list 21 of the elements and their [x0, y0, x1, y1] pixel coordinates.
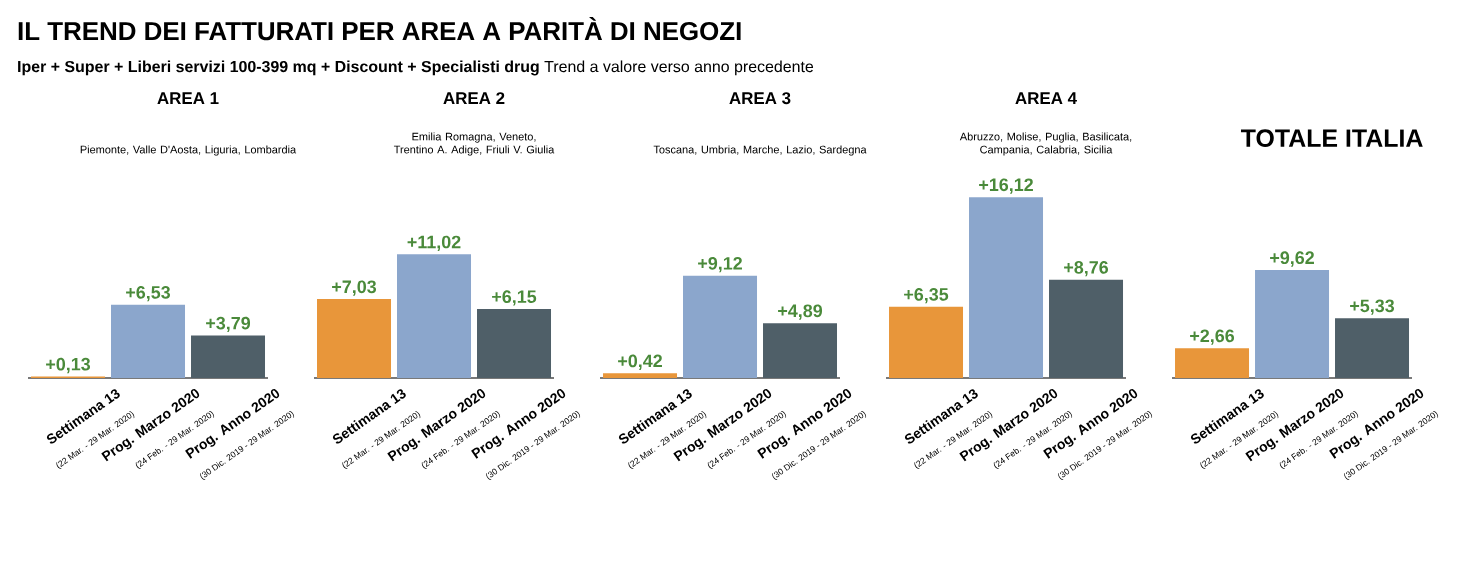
data-label: +0,13 [46, 357, 91, 374]
data-label: +6,15 [492, 290, 537, 306]
data-label: +8,76 [1064, 261, 1109, 277]
chart-title: AREA 4 [1015, 92, 1077, 104]
data-label: +4,89 [778, 304, 823, 320]
chart-title: AREA 3 [729, 92, 791, 105]
data-label: +11,02 [407, 235, 461, 251]
chart-title: TOTALE ITALIA [1240, 129, 1423, 147]
data-label: +2,66 [1190, 329, 1235, 345]
chart-title: AREA 1 [157, 92, 219, 104]
data-label: +0,42 [618, 354, 662, 370]
data-label: +3,79 [206, 316, 251, 333]
data-label: +6,35 [904, 288, 949, 304]
data-label: +5,33 [1350, 299, 1395, 315]
data-label: +9,62 [1270, 251, 1314, 267]
chart-title: AREA 2 [443, 92, 505, 104]
data-label: +7,03 [332, 280, 377, 296]
data-label: +16,12 [979, 178, 1033, 194]
text: IL TREND DEI FATTURATI PER AREA A PARITÀ DI NEGOZI [18, 17, 741, 41]
data-label: +9,12 [698, 256, 742, 273]
data-label: +6,53 [126, 286, 171, 302]
